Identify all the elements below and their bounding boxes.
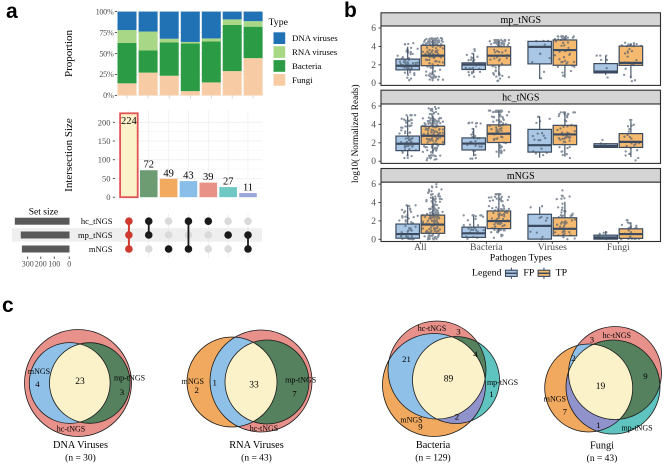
svg-text:1: 1 <box>212 378 216 388</box>
svg-text:11: 11 <box>243 183 253 194</box>
svg-text:RNA viruses: RNA viruses <box>292 47 338 57</box>
svg-text:2: 2 <box>455 412 459 422</box>
svg-text:1: 1 <box>489 389 493 399</box>
svg-text:mp-tNGS: mp-tNGS <box>621 424 652 433</box>
svg-text:2: 2 <box>194 385 198 395</box>
svg-text:49: 49 <box>163 168 174 179</box>
svg-text:3: 3 <box>120 387 125 397</box>
svg-text:(n = 43): (n = 43) <box>241 453 272 464</box>
svg-text:hc-tNGS: hc-tNGS <box>250 424 278 433</box>
svg-text:89: 89 <box>444 375 454 385</box>
svg-text:75%: 75% <box>99 28 114 37</box>
svg-text:mNGS: mNGS <box>89 244 113 254</box>
svg-text:(n = 129): (n = 129) <box>415 453 450 464</box>
svg-text:4: 4 <box>473 349 478 359</box>
svg-text:6: 6 <box>371 24 376 34</box>
svg-text:Fungi: Fungi <box>607 242 630 253</box>
svg-text:23: 23 <box>75 377 85 387</box>
svg-text:(n = 43): (n = 43) <box>587 453 618 464</box>
svg-text:27: 27 <box>223 177 234 188</box>
svg-text:100%: 100% <box>96 7 114 16</box>
svg-text:hc_tNGS: hc_tNGS <box>81 216 113 226</box>
svg-text:200: 200 <box>35 259 47 268</box>
svg-text:mNGS: mNGS <box>400 416 422 425</box>
svg-text:0: 0 <box>371 79 376 89</box>
svg-text:2: 2 <box>371 61 376 71</box>
svg-text:Bacteria: Bacteria <box>416 440 451 451</box>
svg-text:7: 7 <box>563 407 568 417</box>
svg-text:Set size: Set size <box>29 208 58 218</box>
svg-text:4: 4 <box>371 199 376 209</box>
svg-text:b: b <box>344 0 357 22</box>
svg-text:hc-tNGS: hc-tNGS <box>57 425 85 434</box>
svg-text:200: 200 <box>98 117 111 127</box>
svg-text:RNA Viruses: RNA Viruses <box>229 440 283 451</box>
svg-text:log10( Normalized Reads): log10( Normalized Reads) <box>350 84 361 183</box>
svg-text:4: 4 <box>371 120 376 130</box>
svg-text:All: All <box>414 242 427 253</box>
svg-text:hc-tNGS: hc-tNGS <box>603 331 631 340</box>
svg-text:4: 4 <box>371 42 376 52</box>
svg-text:DNA viruses: DNA viruses <box>292 33 338 43</box>
svg-text:FP: FP <box>523 268 534 279</box>
svg-text:mNGS: mNGS <box>507 171 535 182</box>
svg-text:3: 3 <box>590 335 595 345</box>
svg-text:21: 21 <box>402 354 411 364</box>
svg-text:39: 39 <box>203 172 214 183</box>
svg-text:Viruses: Viruses <box>538 242 568 253</box>
svg-text:mp-tNGS: mp-tNGS <box>487 378 518 387</box>
svg-text:2: 2 <box>371 217 376 227</box>
svg-text:mNGS: mNGS <box>544 395 566 404</box>
svg-text:7: 7 <box>292 389 297 399</box>
svg-text:mNGS: mNGS <box>28 367 50 376</box>
svg-text:Proportion: Proportion <box>63 29 75 77</box>
svg-text:DNA Viruses: DNA Viruses <box>53 440 108 451</box>
svg-text:mp_tNGS: mp_tNGS <box>78 230 113 240</box>
svg-text:2: 2 <box>571 353 575 363</box>
svg-text:100: 100 <box>98 155 111 165</box>
svg-text:72: 72 <box>144 160 155 171</box>
svg-text:224: 224 <box>121 116 138 127</box>
svg-text:TP: TP <box>556 268 568 279</box>
svg-text:mNGS: mNGS <box>182 377 204 386</box>
svg-text:mp_tNGS: mp_tNGS <box>501 15 542 26</box>
svg-text:0: 0 <box>106 192 110 202</box>
svg-text:4: 4 <box>35 379 40 389</box>
svg-text:Fungi: Fungi <box>292 75 313 85</box>
svg-text:33: 33 <box>249 380 259 390</box>
svg-text:hc-tNGS: hc-tNGS <box>418 324 446 333</box>
svg-text:Legend: Legend <box>472 268 501 279</box>
svg-text:50: 50 <box>102 174 111 184</box>
svg-text:1: 1 <box>596 420 600 430</box>
svg-text:mp-tNGS: mp-tNGS <box>285 376 316 385</box>
svg-text:Bacteria: Bacteria <box>470 242 503 253</box>
svg-text:mp-tNGS: mp-tNGS <box>114 374 145 383</box>
svg-text:0: 0 <box>67 259 71 268</box>
svg-text:300: 300 <box>22 259 34 268</box>
svg-text:Type: Type <box>269 17 289 28</box>
svg-text:0: 0 <box>371 235 376 245</box>
svg-text:9: 9 <box>643 371 648 381</box>
svg-text:0: 0 <box>371 157 376 167</box>
svg-text:c: c <box>2 294 14 317</box>
svg-text:43: 43 <box>183 171 194 182</box>
svg-text:(n = 30): (n = 30) <box>65 453 96 464</box>
svg-text:19: 19 <box>596 382 606 392</box>
svg-text:0%: 0% <box>103 91 114 100</box>
svg-text:25%: 25% <box>99 70 114 79</box>
svg-text:a: a <box>6 0 18 23</box>
svg-text:150: 150 <box>98 136 111 146</box>
svg-text:2: 2 <box>371 139 376 149</box>
svg-text:Intersection Size: Intersection Size <box>63 118 75 192</box>
svg-text:9: 9 <box>418 422 423 432</box>
svg-text:50%: 50% <box>99 49 114 58</box>
svg-text:Pathogen Types: Pathogen Types <box>490 253 552 264</box>
svg-text:hc_tNGS: hc_tNGS <box>502 93 539 104</box>
svg-text:Fungi: Fungi <box>590 441 614 452</box>
svg-text:6: 6 <box>371 102 376 112</box>
svg-text:3: 3 <box>456 327 461 337</box>
svg-text:6: 6 <box>371 180 376 190</box>
svg-text:100: 100 <box>48 259 60 268</box>
svg-text:Bacteria: Bacteria <box>292 61 321 71</box>
